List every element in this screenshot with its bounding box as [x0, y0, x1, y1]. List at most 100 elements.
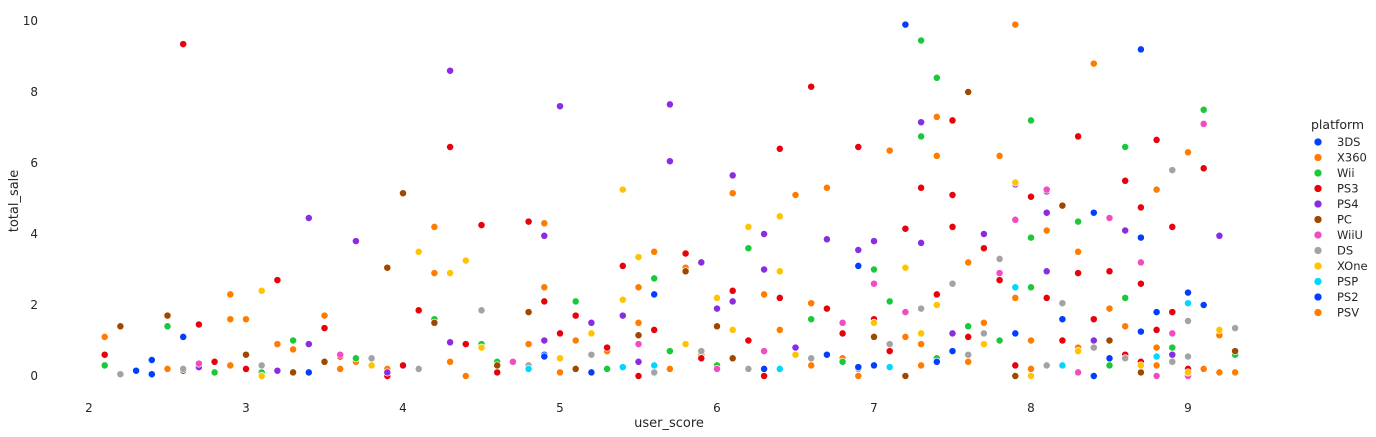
- data-point: [571, 364, 580, 373]
- data-point: [917, 340, 926, 349]
- data-point: [1011, 283, 1020, 292]
- data-point: [901, 372, 910, 380]
- data-point: [885, 146, 894, 155]
- data-point: [226, 315, 235, 324]
- data-point: [320, 357, 329, 366]
- data-point: [728, 286, 737, 295]
- data-point: [917, 238, 926, 247]
- data-point: [508, 357, 517, 366]
- data-point: [273, 276, 282, 285]
- data-point: [116, 322, 125, 331]
- data-point: [1074, 247, 1083, 256]
- data-point: [1121, 354, 1130, 363]
- series-psp: [524, 283, 1192, 373]
- data-point: [1011, 293, 1020, 302]
- data-point: [634, 372, 643, 380]
- data-point: [807, 354, 816, 363]
- data-point: [1058, 201, 1067, 210]
- legend-marker: [1313, 184, 1323, 193]
- data-point: [838, 329, 847, 338]
- data-point: [461, 372, 470, 380]
- legend-item: PSP: [1313, 275, 1358, 289]
- data-point: [775, 144, 784, 153]
- data-point: [1121, 226, 1130, 235]
- data-point: [728, 325, 737, 334]
- data-point: [1011, 20, 1020, 29]
- data-point: [932, 151, 941, 160]
- data-point: [414, 306, 423, 315]
- data-point: [556, 102, 564, 111]
- data-point: [242, 364, 250, 373]
- data-point: [1121, 293, 1130, 302]
- x-tick-label: 4: [399, 401, 407, 415]
- data-point: [477, 343, 486, 352]
- data-point: [838, 318, 847, 327]
- data-point: [1058, 315, 1067, 324]
- data-point: [320, 311, 329, 320]
- data-point: [1089, 372, 1098, 380]
- legend-label: PS4: [1337, 197, 1359, 211]
- data-point: [870, 237, 878, 246]
- data-point: [1136, 233, 1145, 242]
- data-point: [587, 329, 596, 338]
- data-point: [524, 364, 533, 373]
- data-point: [1121, 143, 1130, 151]
- data-point: [556, 368, 564, 377]
- data-point: [854, 363, 863, 372]
- data-point: [807, 315, 816, 324]
- data-point: [257, 372, 266, 380]
- data-point: [210, 357, 219, 366]
- data-point: [1231, 347, 1240, 356]
- data-point: [351, 354, 360, 363]
- data-point: [289, 336, 298, 345]
- data-point: [807, 299, 816, 308]
- data-point: [697, 347, 706, 356]
- y-tick-label: 0: [30, 369, 38, 383]
- data-point: [964, 332, 973, 341]
- data-point: [775, 267, 784, 276]
- data-point: [1152, 352, 1161, 361]
- data-point: [665, 364, 674, 373]
- data-point: [383, 263, 392, 272]
- legend-marker: [1313, 230, 1323, 240]
- data-point: [885, 363, 894, 372]
- legend-label: PS2: [1337, 290, 1359, 304]
- data-point: [665, 157, 674, 166]
- data-point: [1136, 203, 1145, 212]
- data-point: [948, 279, 957, 288]
- data-point: [399, 189, 407, 198]
- legend-item: PS3: [1313, 182, 1359, 196]
- data-point: [1215, 231, 1224, 240]
- data-point: [540, 352, 549, 361]
- data-point: [242, 315, 250, 324]
- data-point: [163, 311, 172, 320]
- data-point: [603, 343, 612, 352]
- data-point: [477, 306, 486, 315]
- data-point: [760, 265, 769, 274]
- data-point: [1042, 267, 1051, 276]
- data-point: [320, 324, 329, 333]
- legend-label: 3DS: [1337, 135, 1360, 149]
- data-point: [210, 368, 219, 377]
- data-point: [1184, 299, 1192, 308]
- data-point: [744, 244, 753, 253]
- data-point: [775, 293, 784, 302]
- data-point: [1184, 317, 1192, 325]
- data-point: [524, 308, 533, 317]
- y-tick-label: 8: [30, 85, 38, 99]
- data-point: [618, 363, 627, 372]
- data-point: [775, 212, 784, 221]
- data-point: [100, 361, 109, 370]
- data-point: [242, 350, 250, 359]
- data-point: [1136, 368, 1145, 377]
- series-xone: [257, 178, 1224, 380]
- data-point: [650, 368, 659, 377]
- data-point: [226, 290, 235, 299]
- legend-label: Wii: [1337, 166, 1355, 180]
- data-point: [1136, 258, 1145, 267]
- data-point: [304, 368, 313, 377]
- data-point: [822, 183, 831, 192]
- data-point: [414, 364, 423, 373]
- data-point: [822, 235, 831, 244]
- data-point: [1136, 327, 1145, 336]
